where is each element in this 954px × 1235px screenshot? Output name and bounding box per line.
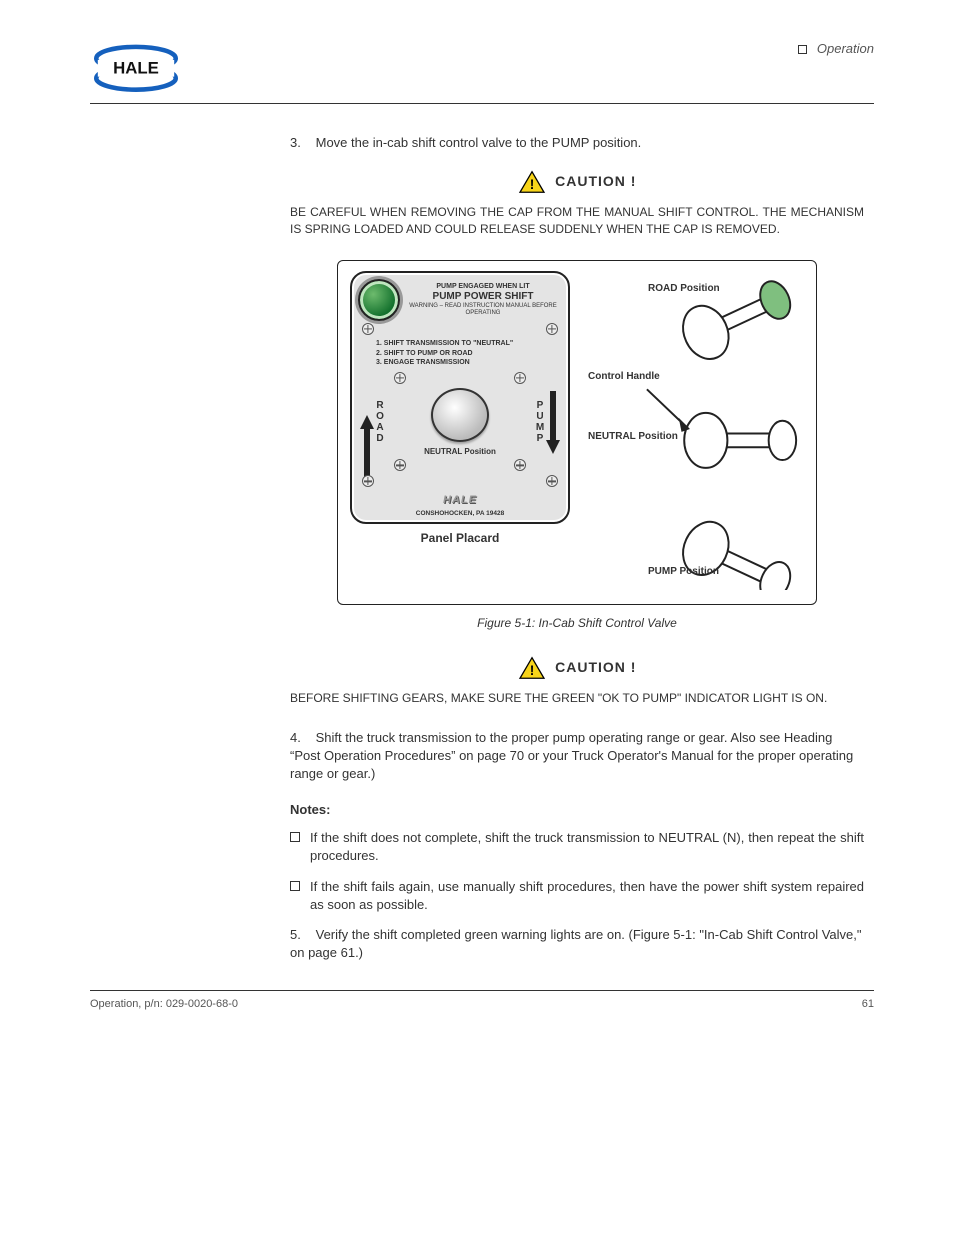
figure-box: PUMP ENGAGED WHEN LIT PUMP POWER SHIFT W… (337, 260, 817, 605)
caution-2-header: ! CAUTION ! (290, 656, 864, 680)
control-knob (431, 388, 489, 442)
step-text: Shift the truck transmission to the prop… (290, 730, 853, 781)
up-arrow-icon (360, 415, 374, 429)
screw-icon (514, 372, 526, 384)
footer-page-number: 61 (862, 997, 874, 1012)
warning-icon: ! (518, 656, 546, 680)
step-text: Move the in-cab shift control valve to t… (316, 135, 642, 150)
control-handle-label: Control Handle (588, 371, 660, 382)
screw-icon (394, 372, 406, 384)
neutral-label: NEUTRAL Position (424, 446, 496, 457)
placard-location: CONSHOHOCKEN, PA 19428 (358, 509, 562, 518)
square-bullet-icon (290, 832, 300, 842)
pump-engaged-lamp (358, 279, 400, 321)
screw-icon (514, 459, 526, 471)
screw-icon (394, 459, 406, 471)
knob-positions-diagram: ROAD Position Control Handle NEUTRAL Pos… (588, 271, 804, 590)
caution-1-text: BE CAREFUL WHEN REMOVING THE CAP FROM TH… (290, 204, 864, 238)
step-3: 3. Move the in-cab shift control valve t… (290, 134, 864, 152)
figure-caption: Figure 5-1: In-Cab Shift Control Valve (290, 615, 864, 632)
instr-3: 3. ENGAGE TRANSMISSION (376, 358, 558, 368)
neutral-position-label: NEUTRAL Position (588, 431, 678, 442)
notes-heading: Notes: (290, 802, 330, 817)
page-footer: Operation, p/n: 029-0020-68-0 61 (90, 990, 874, 1012)
caution-1-header: ! CAUTION ! (290, 170, 864, 194)
step-number: 4. (290, 729, 312, 747)
svg-text:HALE: HALE (113, 59, 159, 78)
step-number: 3. (290, 134, 312, 152)
notes-block: If the shift does not complete, shift th… (290, 829, 864, 914)
screw-icon (362, 323, 374, 335)
instr-2: 2. SHIFT TO PUMP OR ROAD (376, 349, 558, 359)
caution-label: CAUTION ! (555, 173, 636, 189)
pump-letters: PUMP (534, 372, 546, 471)
screw-icon (362, 475, 374, 487)
screw-icon (546, 323, 558, 335)
step-5: 5. Verify the shift completed green warn… (290, 926, 864, 962)
warning-icon: ! (518, 170, 546, 194)
road-position-label: ROAD Position (648, 283, 720, 294)
step-number: 5. (290, 926, 312, 944)
note-text: If the shift fails again, use manually s… (310, 878, 864, 914)
screw-icon (546, 475, 558, 487)
placard-warning: WARNING – READ INSTRUCTION MANUAL BEFORE… (404, 303, 562, 317)
pump-engaged-text: PUMP ENGAGED WHEN LIT (404, 283, 562, 291)
note-text: If the shift does not complete, shift th… (310, 829, 864, 865)
svg-text:!: ! (529, 663, 534, 678)
pump-position-label: PUMP Position (648, 566, 719, 577)
pump-power-shift-text: PUMP POWER SHIFT (404, 291, 562, 303)
header-square-icon (798, 45, 807, 54)
panel-placard: PUMP ENGAGED WHEN LIT PUMP POWER SHIFT W… (350, 271, 570, 524)
down-arrow-icon (546, 440, 560, 454)
step-4: 4. Shift the truck transmission to the p… (290, 729, 864, 784)
instr-1: 1. SHIFT TRANSMISSION TO "NEUTRAL" (376, 339, 558, 349)
note-item: If the shift does not complete, shift th… (290, 829, 864, 865)
caution-2-text: BEFORE SHIFTING GEARS, MAKE SURE THE GRE… (290, 690, 864, 707)
svg-text:!: ! (529, 177, 534, 192)
step-text: Verify the shift completed green warning… (290, 927, 862, 960)
note-item: If the shift fails again, use manually s… (290, 878, 864, 914)
placard-caption: Panel Placard (350, 530, 570, 547)
header-section-title: Operation (817, 41, 874, 56)
main-content: 3. Move the in-cab shift control valve t… (290, 134, 864, 962)
caution-label: CAUTION ! (555, 659, 636, 675)
page-header: HALE Operation (90, 40, 874, 104)
road-letters: ROAD (374, 372, 386, 471)
placard-brand: HALE (358, 493, 562, 508)
hale-logo: HALE (90, 40, 182, 95)
square-bullet-icon (290, 881, 300, 891)
footer-left: Operation, p/n: 029-0020-68-0 (90, 997, 238, 1012)
